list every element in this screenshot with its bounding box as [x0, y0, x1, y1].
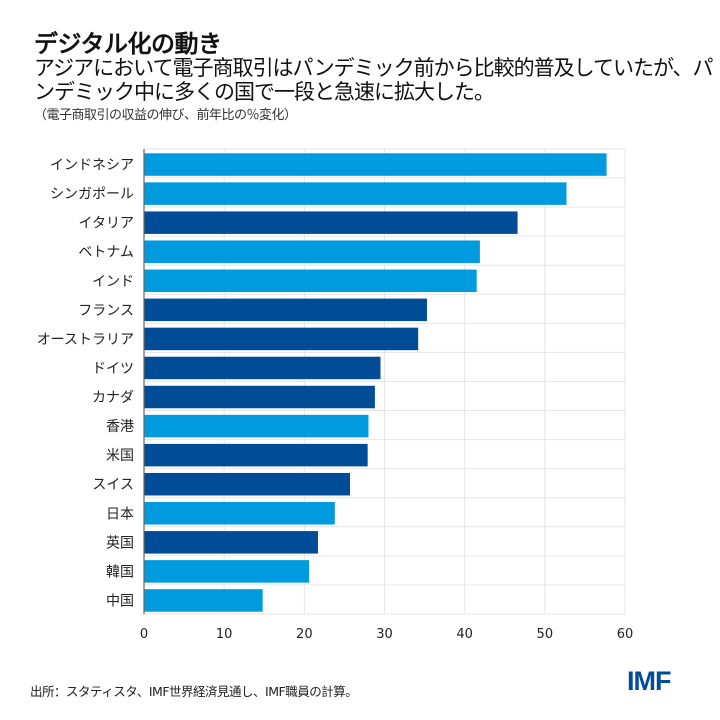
bar	[144, 560, 310, 583]
category-label: ベトナム	[78, 245, 134, 261]
bar	[144, 153, 607, 176]
chart-title: デジタル化の動き	[34, 30, 222, 58]
bar	[144, 589, 263, 612]
x-tick-label: 10	[216, 627, 233, 642]
bar	[144, 385, 375, 409]
category-label: フランス	[78, 303, 134, 319]
category-label: インド	[92, 274, 134, 290]
bar	[144, 414, 369, 438]
category-label: 日本	[106, 506, 134, 522]
bar	[144, 240, 480, 263]
bar	[144, 298, 427, 322]
bar	[144, 269, 477, 293]
x-tick-label: 40	[456, 627, 473, 642]
category-label: 英国	[106, 534, 134, 551]
x-tick-label: 50	[537, 627, 554, 642]
category-label: 中国	[106, 593, 134, 609]
category-label: ドイツ	[92, 361, 134, 377]
category-label: 韓国	[106, 564, 134, 580]
category-label: オーストラリア	[37, 332, 134, 348]
bar	[144, 472, 351, 496]
bar	[144, 531, 318, 554]
x-tick-label: 20	[296, 627, 313, 642]
category-label: イタリア	[79, 216, 134, 232]
x-tick-label: 0	[140, 627, 148, 642]
category-label: インドネシア	[50, 158, 134, 174]
bar	[144, 182, 567, 205]
bar	[144, 502, 335, 525]
bar	[144, 327, 419, 351]
chart-subtitle: アジアにおいて電子商取引はパンデミック前から比較的普及していたが、パンデミック中…	[34, 56, 714, 104]
bar	[144, 356, 381, 380]
x-tick-label: 30	[376, 627, 393, 642]
category-label: カナダ	[92, 390, 134, 406]
category-label: シンガポール	[50, 187, 134, 203]
x-tick-label: 60	[617, 627, 634, 642]
category-label: 米国	[106, 448, 134, 464]
bar	[144, 443, 368, 467]
category-label: スイス	[92, 477, 134, 493]
imf-logo: IMF	[627, 666, 671, 696]
category-label: 香港	[106, 419, 134, 435]
bar	[144, 211, 518, 234]
source-note: 出所：スタティスタ、IMF世界経済見通し、IMF職員の計算。	[30, 684, 358, 699]
chart-note: （電子商取引の収益の伸び、前年比の％変化）	[34, 108, 297, 123]
